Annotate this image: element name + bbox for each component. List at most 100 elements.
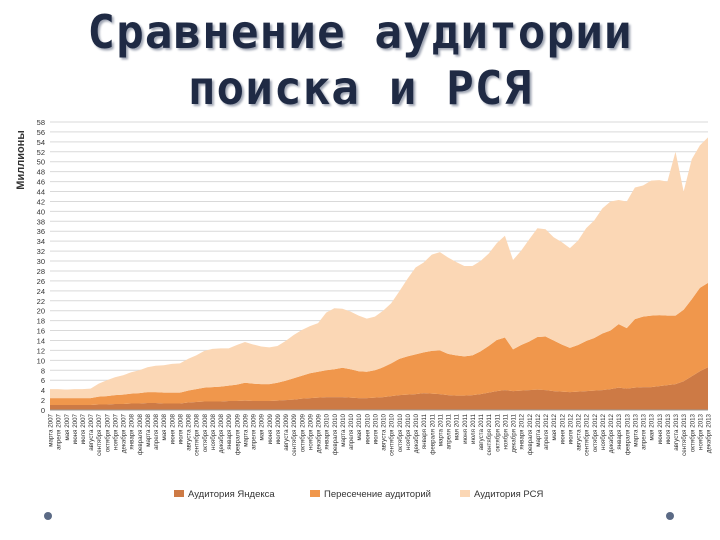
y-tick-label: 26	[37, 277, 45, 286]
x-tick-label: ноября 2007	[112, 413, 119, 450]
x-tick-label: июля 2013	[665, 413, 672, 444]
x-tick-label: февраля 2012	[527, 413, 534, 455]
x-tick-label: декабря 2009	[316, 413, 323, 453]
x-tick-label: декабря 2010	[413, 413, 420, 453]
legend-label: Аудитория РСЯ	[474, 489, 544, 500]
x-tick-label: ноября 2008	[210, 413, 217, 450]
x-tick-label: января 2009	[226, 413, 233, 449]
x-tick-label: октября 2009	[299, 413, 306, 452]
x-tick-label: апреля 2007	[56, 413, 63, 449]
y-tick-label: 2	[41, 396, 45, 405]
x-tick-label: июня 2009	[267, 413, 274, 444]
x-tick-label: ноября 2011	[502, 413, 509, 449]
x-tick-label: июля 2011	[470, 413, 477, 444]
x-tick-label: ноября 2009	[307, 413, 314, 450]
x-tick-label: августа 2008	[186, 413, 193, 450]
y-tick-label: 54	[37, 138, 45, 147]
slide-dot-left	[44, 512, 52, 520]
y-tick-label: 8	[41, 366, 45, 375]
x-tick-label: января 2010	[324, 413, 331, 449]
x-tick-label: мая 2012	[551, 413, 558, 440]
y-tick-label: 46	[37, 178, 45, 187]
x-tick-label: мая 2009	[259, 413, 266, 440]
x-axis-ticks: марта 2007 апреля 2007 мая 2007 июня 2007 ию…	[48, 413, 713, 455]
y-tick-label: 20	[37, 307, 45, 316]
area-series-3	[50, 137, 708, 399]
x-tick-label: апреля 2009	[251, 413, 258, 449]
x-tick-label: октября 2008	[202, 413, 209, 452]
x-tick-label: июля 2008	[177, 413, 184, 444]
x-tick-label: июня 2010	[364, 413, 371, 444]
chart-legend: Аудитория Яндекса Пересечение аудиторий Ау…	[174, 489, 544, 500]
y-tick-label: 12	[37, 346, 45, 355]
x-tick-label: июля 2007	[80, 413, 87, 444]
legend-swatch	[310, 490, 320, 497]
y-tick-label: 36	[37, 227, 45, 236]
x-tick-label: июня 2007	[72, 413, 79, 444]
x-tick-label: октября 2010	[397, 413, 404, 452]
x-tick-label: февраля 2011	[429, 413, 436, 454]
x-tick-label: июля 2010	[372, 413, 379, 444]
y-tick-label: 4	[41, 386, 45, 395]
legend-swatch	[174, 490, 184, 497]
y-tick-label: 30	[37, 257, 45, 266]
x-tick-label: мая 2013	[649, 413, 656, 440]
x-tick-label: ноября 2010	[405, 413, 412, 450]
x-tick-label: марта 2011	[437, 413, 444, 446]
x-tick-label: сентября 2008	[194, 413, 201, 455]
y-tick-label: 50	[37, 158, 45, 167]
x-tick-label: сентября 2012	[584, 413, 591, 455]
x-tick-label: октября 2012	[592, 413, 599, 452]
x-tick-label: марта 2012	[535, 413, 542, 446]
x-tick-label: апреля 2008	[153, 413, 160, 449]
x-tick-label: января 2011	[421, 413, 428, 449]
x-tick-label: февраля 2013	[624, 413, 631, 455]
y-tick-label: 58	[37, 118, 45, 127]
x-tick-label: ноября 2013	[697, 413, 704, 450]
x-tick-label: марта 2013	[632, 413, 639, 446]
x-tick-label: декабря 2012	[608, 413, 615, 453]
y-tick-label: 16	[37, 327, 45, 336]
x-tick-label: июля 2012	[567, 413, 574, 444]
x-tick-label: мая 2007	[64, 413, 71, 440]
x-tick-label: сентября 2013	[681, 413, 688, 455]
x-tick-label: сентября 2007	[96, 413, 103, 455]
chart-areas	[50, 137, 708, 411]
x-tick-label: августа 2009	[283, 413, 290, 450]
x-tick-label: января 2013	[616, 413, 623, 449]
x-tick-label: октября 2011	[494, 413, 501, 451]
y-tick-label: 0	[41, 406, 45, 415]
x-tick-label: декабря 2008	[218, 413, 225, 453]
y-tick-label: 28	[37, 267, 45, 276]
slide-dot-right	[666, 512, 674, 520]
y-tick-label: 18	[37, 317, 45, 326]
x-tick-label: марта 2007	[48, 413, 55, 446]
x-tick-label: апреля 2013	[641, 413, 648, 449]
x-tick-label: февраля 2009	[234, 413, 241, 455]
y-tick-label: 14	[37, 336, 45, 345]
x-tick-label: апреля 2010	[348, 413, 355, 449]
x-tick-label: июня 2013	[657, 413, 664, 444]
x-tick-label: октября 2013	[689, 413, 696, 452]
y-tick-label: 48	[37, 168, 45, 177]
area-series-2	[50, 282, 708, 406]
x-tick-label: декабря 2007	[121, 413, 128, 453]
x-tick-label: июля 2009	[275, 413, 282, 444]
x-tick-label: мая 2011	[454, 413, 461, 440]
y-tick-label: 56	[37, 128, 45, 137]
slide-title: Сравнение аудитории поиска и РСЯ	[0, 4, 720, 116]
title-line-1: Сравнение аудитории	[87, 5, 633, 59]
x-tick-label: мая 2008	[161, 413, 168, 440]
legend-swatch	[460, 490, 470, 497]
x-tick-label: августа 2010	[381, 413, 388, 450]
y-tick-label: 6	[41, 376, 45, 385]
x-tick-label: апреля 2011	[446, 413, 453, 449]
y-axis-label: Миллионы	[15, 130, 27, 189]
y-axis-ticks: 0246810121416182022242628303234363840424…	[37, 118, 45, 415]
x-tick-label: августа 2007	[88, 413, 95, 450]
area-series-1	[50, 367, 708, 410]
y-tick-label: 38	[37, 217, 45, 226]
x-tick-label: сентября 2009	[291, 413, 298, 455]
y-tick-label: 34	[37, 237, 45, 246]
x-tick-label: августа 2011	[478, 413, 485, 450]
